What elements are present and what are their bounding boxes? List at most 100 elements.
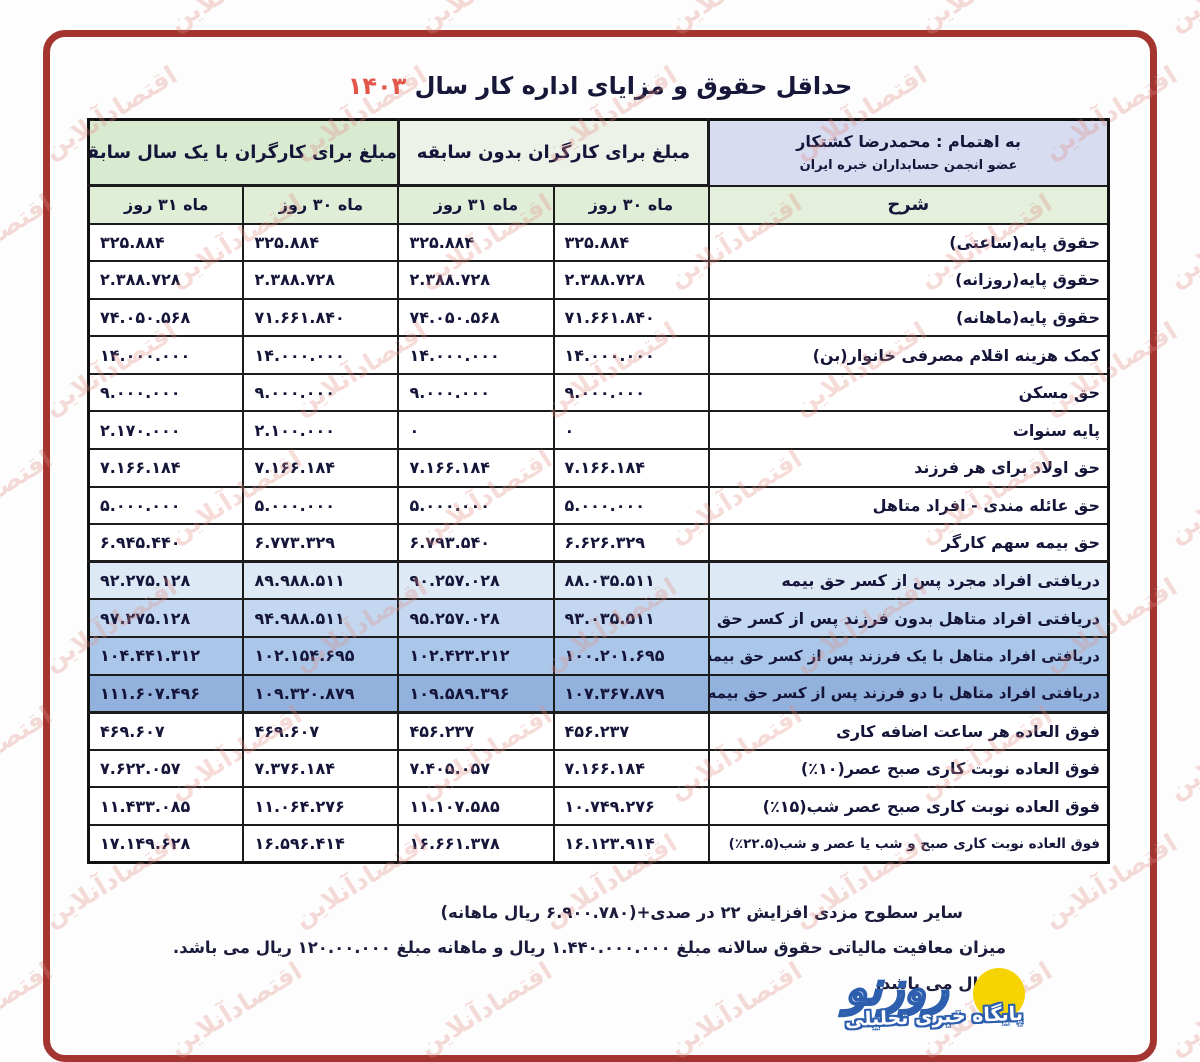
- row-value: ۷.۳۷۶.۱۸۴: [242, 748, 400, 789]
- watermark-text: اقتصادآنلاین: [164, 0, 307, 37]
- row-value: ۹.۰۰۰.۰۰۰: [87, 372, 245, 413]
- table-row: حقوق پایه(ساعتی) ۳۲۵.۸۸۴ ۳۲۵.۸۸۴ ۳۲۵.۸۸۴ ۳۲۵…: [87, 222, 1110, 263]
- row-description: حقوق پایه(روزانه): [707, 260, 1110, 300]
- row-value: ۹۴.۹۸۸.۵۱۱: [242, 598, 400, 639]
- row-value: ۹.۰۰۰.۰۰۰: [397, 372, 555, 413]
- page-title: حداقل حقوق و مزایای اداره کار سال ۱۴۰۳: [0, 72, 1200, 100]
- row-value: ۵.۰۰۰.۰۰۰: [87, 485, 245, 526]
- row-value: ۱۱.۰۶۴.۲۷۶: [242, 786, 400, 826]
- row-value: ۹۲.۲۷۵.۱۲۸: [87, 560, 245, 601]
- watermark-text: اقتصادآنلاین: [1163, 700, 1200, 805]
- row-description: فوق العاده هر ساعت اضافه کاری: [707, 711, 1110, 751]
- watermark-text: اقتصادآنلاین: [413, 956, 558, 1061]
- row-value: ۱۰۹.۳۲۰.۸۷۹: [242, 673, 400, 714]
- row-value: ۷.۱۶۶.۱۸۴: [397, 448, 555, 488]
- table-row: پایه سنوات ۰ ۰ ۲.۱۰۰.۰۰۰ ۲.۱۷۰.۰۰۰: [87, 410, 1110, 451]
- table-row: فوق العاده هر ساعت اضافه کاری ۴۵۶.۲۳۷ ۴۵۶.…: [87, 711, 1110, 751]
- subheader-row: شرح ماه ۳۰ روز ماه ۳۱ روز ماه ۳۰ روز ماه…: [87, 184, 1110, 225]
- row-description: فوق العاده نوبت کاری صبح و شب یا عصر و ش…: [707, 824, 1110, 864]
- watermark-text: اقتصادآنلاین: [1164, 0, 1200, 37]
- row-description: دریافتی افراد متاهل با یک فرزند پس از کس…: [707, 636, 1110, 676]
- page-title-year: ۱۴۰۳: [347, 72, 407, 100]
- row-description: حق بیمه سهم کارگر: [707, 523, 1110, 563]
- row-value: ۴۵۶.۲۳۷: [552, 711, 710, 751]
- row-description: دریافتی افراد متاهل با دو فرزند پس از کس…: [707, 673, 1110, 714]
- row-description: کمک هزینه اقلام مصرفی خانوار(بن): [707, 335, 1110, 375]
- row-description: حقوق پایه(ماهانه): [707, 297, 1110, 338]
- watermark-text: اقتصادآنلاین: [0, 956, 58, 1061]
- row-value: ۴۶۹.۶۰۷: [242, 711, 400, 751]
- row-value: ۸۸.۰۳۵.۵۱۱: [552, 560, 710, 601]
- row-value: ۹۷.۲۷۵.۱۲۸: [87, 598, 245, 639]
- table-row: حق مسکن ۹.۰۰۰.۰۰۰ ۹.۰۰۰.۰۰۰ ۹.۰۰۰.۰۰۰ ۹.۰۰۰.…: [87, 372, 1110, 413]
- row-value: ۷.۶۲۲.۰۵۷: [87, 748, 245, 789]
- row-value: ۱۶.۶۶۱.۳۷۸: [397, 824, 555, 864]
- row-value: ۲.۳۸۸.۷۲۸: [552, 260, 710, 300]
- row-value: ۸۹.۹۸۸.۵۱۱: [242, 560, 400, 601]
- row-value: ۲.۳۸۸.۷۲۸: [242, 260, 400, 300]
- row-value: ۱۰۴.۴۴۱.۳۱۲: [87, 636, 245, 676]
- table-row: حق اولاد برای هر فرزند ۷.۱۶۶.۱۸۴ ۷.۱۶۶.۱۸۴…: [87, 448, 1110, 488]
- footnote-tax-exemption: میزان معافیت مالیاتی حقوق سالانه مبلغ ۱.…: [172, 938, 1006, 957]
- row-value: ۱۴.۰۰۰.۰۰۰: [397, 335, 555, 375]
- row-value: ۲.۳۸۸.۷۲۸: [87, 260, 245, 300]
- table-row: حقوق پایه(ماهانه) ۷۱.۶۶۱.۸۴۰ ۷۴.۰۵۰.۵۶۸ ۷۱.…: [87, 297, 1110, 338]
- row-value: ۱۱۱.۶۰۷.۴۹۶: [87, 673, 245, 714]
- row-value: ۷.۱۶۶.۱۸۴: [552, 748, 710, 789]
- table-row: حق عائله مندی - افراد متاهل ۵.۰۰۰.۰۰۰ ۵.۰۰…: [87, 485, 1110, 526]
- col-31day-no-experience: ماه ۳۱ روز: [397, 184, 555, 225]
- watermark-text: اقتصادآنلاین: [0, 188, 58, 293]
- col-30day-one-year: ماه ۳۰ روز: [242, 184, 400, 225]
- row-value: ۱۴.۰۰۰.۰۰۰: [87, 335, 245, 375]
- row-description: فوق العاده نوبت کاری صبح عصر(۱۰٪): [707, 748, 1110, 789]
- table-row: دریافتی افراد مجرد پس از کسر حق بیمه ۸۸.۰…: [87, 560, 1110, 601]
- row-value: ۱۰.۷۴۹.۲۷۶: [552, 786, 710, 826]
- row-value: ۳۲۵.۸۸۴: [242, 222, 400, 263]
- watermark-text: اقتصادآنلاین: [0, 444, 58, 549]
- row-value: ۴۵۶.۲۳۷: [397, 711, 555, 751]
- row-value: ۵.۰۰۰.۰۰۰: [552, 485, 710, 526]
- row-value: ۷.۱۶۶.۱۸۴: [552, 448, 710, 488]
- watermark-text: اقتصادآنلاین: [1163, 188, 1200, 293]
- row-value: ۷۴.۰۵۰.۵۶۸: [397, 297, 555, 338]
- watermark-text: اقتصادآنلاین: [0, 0, 57, 37]
- row-value: ۱۱.۴۳۳.۰۸۵: [87, 786, 245, 826]
- row-value: ۱۶.۱۲۳.۹۱۴: [552, 824, 710, 864]
- watermark-text: اقتصادآنلاین: [0, 700, 58, 805]
- row-value: ۰: [397, 410, 555, 451]
- row-value: ۷.۱۶۶.۱۸۴: [242, 448, 400, 488]
- row-description: دریافتی افراد متاهل بدون فرزند پس از کسر…: [707, 598, 1110, 639]
- description-column-header: شرح: [707, 184, 1110, 225]
- row-value: ۱۴.۰۰۰.۰۰۰: [552, 335, 710, 375]
- table-row: حقوق پایه(روزانه) ۲.۳۸۸.۷۲۸ ۲.۳۸۸.۷۲۸ ۲.۳۸۸…: [87, 260, 1110, 300]
- row-description: حق عائله مندی - افراد متاهل: [707, 485, 1110, 526]
- table-row: فوق العاده نوبت کاری صبح و شب یا عصر و ش…: [87, 824, 1110, 864]
- row-value: ۶.۹۴۵.۴۴۰: [87, 523, 245, 563]
- watermark-text: اقتصادآنلاین: [1163, 956, 1200, 1061]
- row-value: ۲.۱۰۰.۰۰۰: [242, 410, 400, 451]
- row-value: ۲.۳۸۸.۷۲۸: [397, 260, 555, 300]
- row-description: فوق العاده نوبت کاری صبح عصر شب(۱۵٪): [707, 786, 1110, 826]
- watermark-text: اقتصادآنلاین: [163, 956, 308, 1061]
- row-description: حقوق پایه(ساعتی): [707, 222, 1110, 263]
- row-value: ۳۲۵.۸۸۴: [87, 222, 245, 263]
- author-line: به اهتمام : محمدرضا کشتکار: [796, 132, 1021, 152]
- author-subline: عضو انجمن حسابداران خبره ایران: [799, 158, 1018, 174]
- row-description: دریافتی افراد مجرد پس از کسر حق بیمه: [707, 560, 1110, 601]
- row-value: ۹۳.۰۳۵.۵۱۱: [552, 598, 710, 639]
- col-30day-no-experience: ماه ۳۰ روز: [552, 184, 710, 225]
- table-row: دریافتی افراد متاهل با یک فرزند پس از کس…: [87, 636, 1110, 676]
- row-value: ۱۴.۰۰۰.۰۰۰: [242, 335, 400, 375]
- watermark-text: اقتصادآنلاین: [414, 0, 557, 37]
- table-row: دریافتی افراد متاهل بدون فرزند پس از کسر…: [87, 598, 1110, 639]
- row-value: ۷۱.۶۶۱.۸۴۰: [552, 297, 710, 338]
- logo-tagline: پایگاه خبری تحلیلی: [844, 1002, 1024, 1032]
- watermark-text: اقتصادآنلاین: [913, 956, 1058, 1061]
- row-value: ۳۲۵.۸۸۴: [552, 222, 710, 263]
- row-value: ۶.۷۷۳.۳۲۹: [242, 523, 400, 563]
- row-value: ۲.۱۷۰.۰۰۰: [87, 410, 245, 451]
- row-value: ۱۱.۱۰۷.۵۸۵: [397, 786, 555, 826]
- group-header-no-experience: مبلغ برای کارگران بدون سابقه: [396, 118, 711, 187]
- row-value: ۶.۶۲۶.۳۲۹: [552, 523, 710, 563]
- group-header-row: به اهتمام : محمدرضا کشتکار عضو انجمن حسا…: [87, 118, 1110, 187]
